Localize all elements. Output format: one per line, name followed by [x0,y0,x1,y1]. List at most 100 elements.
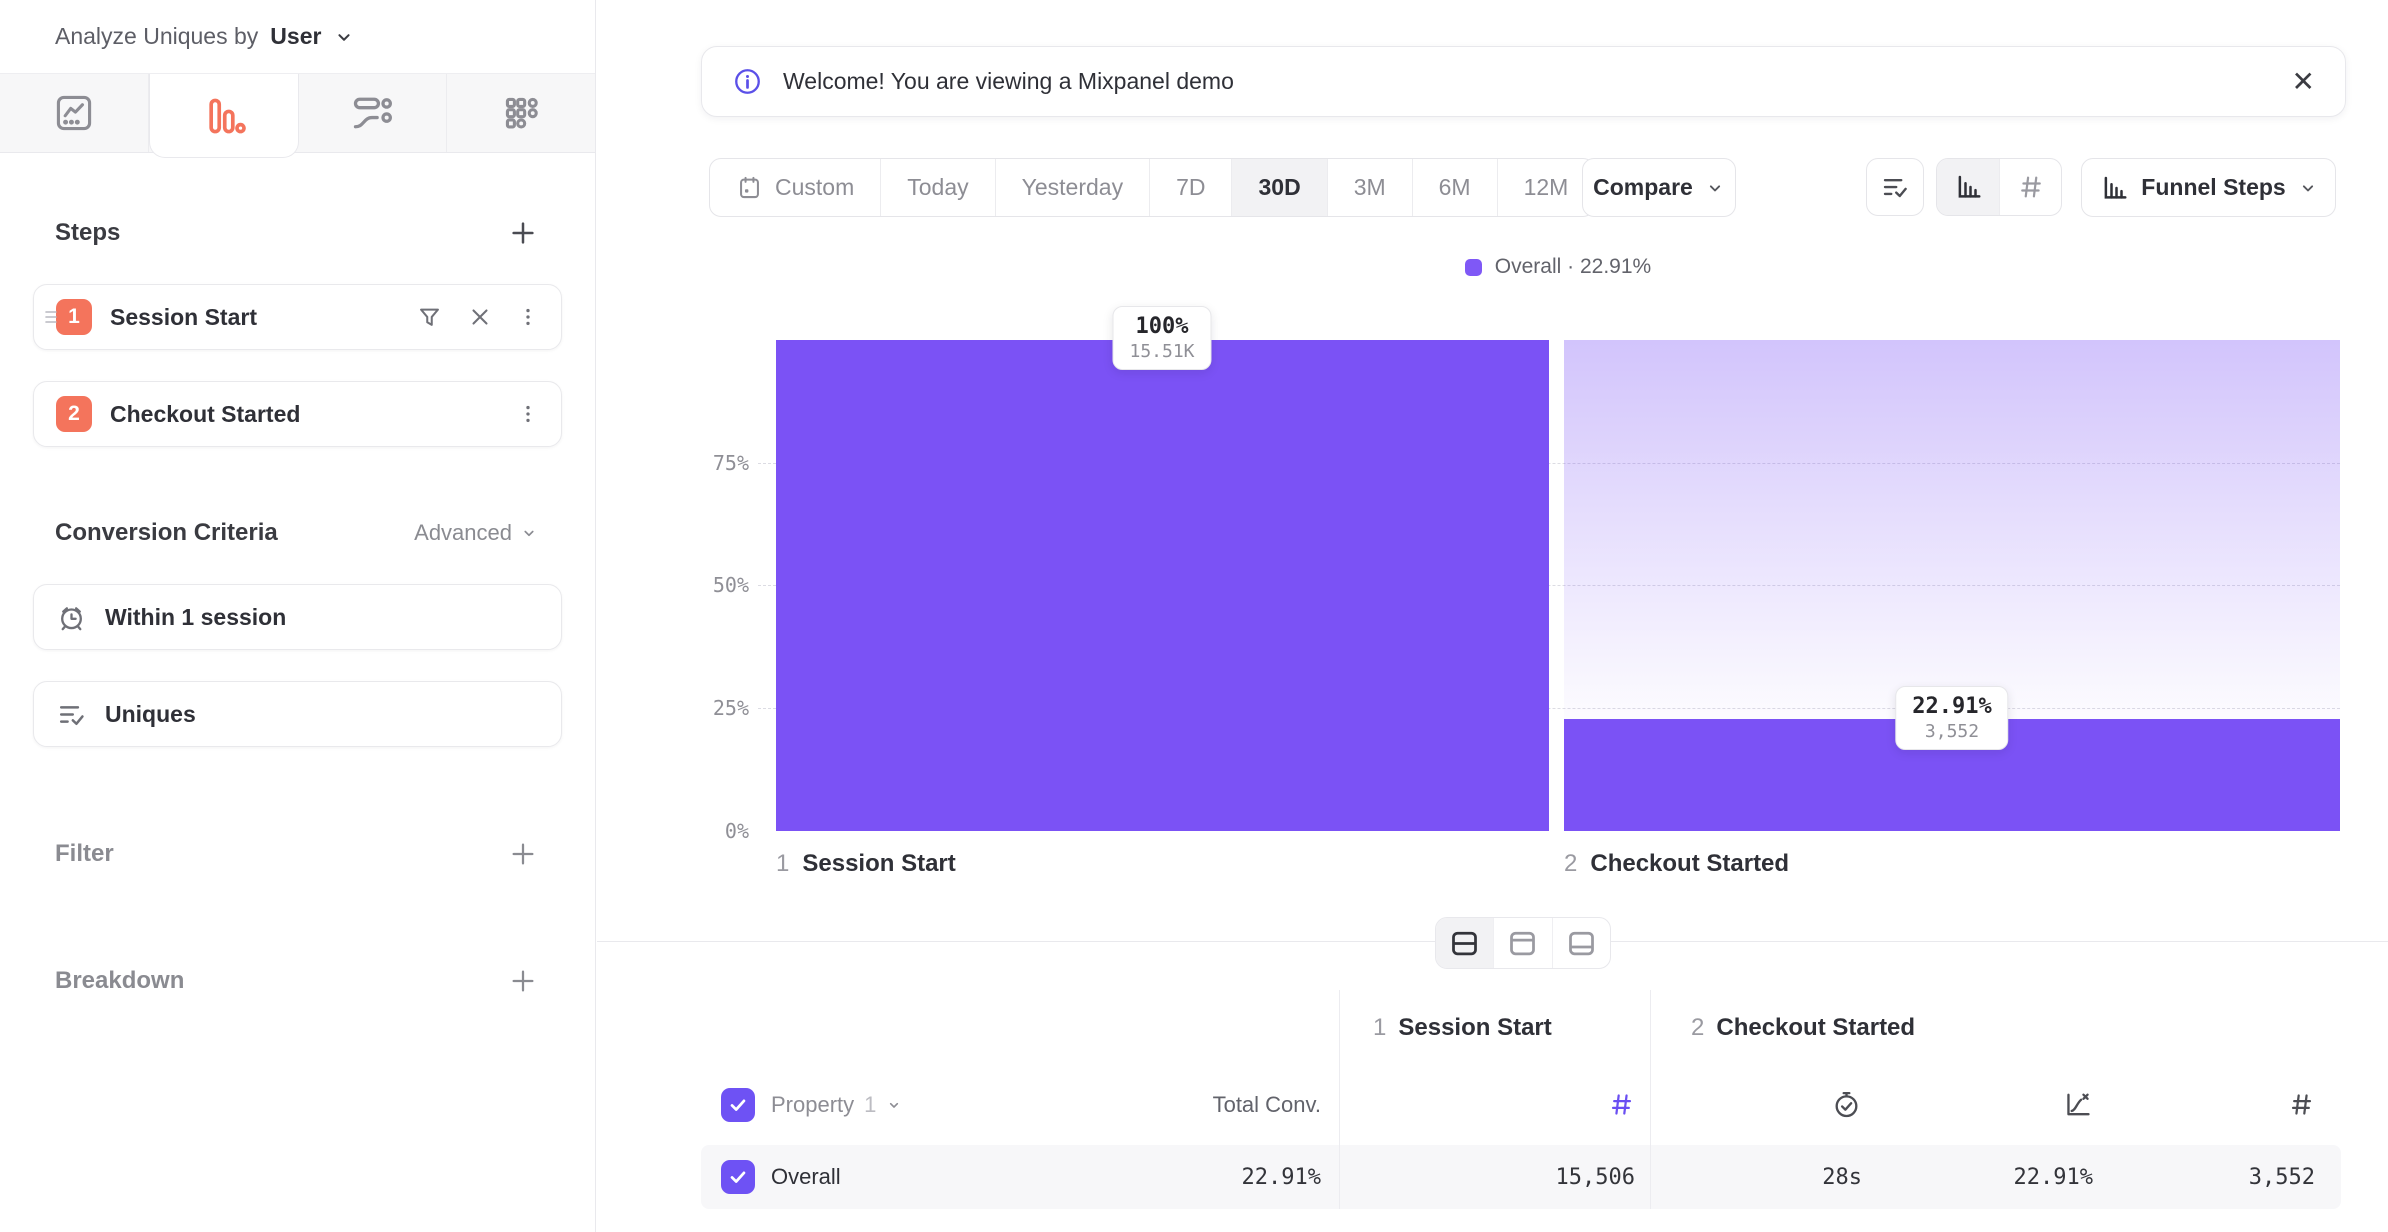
y-tick: 0% [724,819,749,843]
group-num: 1 [1373,1014,1387,1041]
date-range-label: 3M [1353,174,1386,200]
analyze-header: Analyze Uniques by User [0,0,595,73]
date-range-6m[interactable]: 6M [1411,159,1497,216]
date-range-label: Today [907,174,969,200]
conversion-criteria-header: Conversion Criteria Advanced [33,509,562,557]
counting-method-card[interactable]: Uniques [33,681,562,747]
tab-retention[interactable] [447,74,595,152]
show-bars-toggle[interactable] [1937,159,1999,215]
date-range-today[interactable]: Today [880,159,994,216]
column-divider [1339,990,1340,1209]
date-range-picker: Custom Today Yesterday 7D 30D 3M 6M 12M [709,158,1596,217]
filter-funnel-icon[interactable] [416,304,443,331]
chart-legend[interactable]: Overall · 22.91% [776,253,2340,281]
row-step1-count: 15,506 [1555,1164,1635,1190]
layout-bottom-icon [1565,927,1598,960]
total-conv-header[interactable]: Total Conv. [1212,1091,1321,1117]
tab-funnels[interactable] [148,74,299,158]
table-group-header: 1 Session Start 2 Checkout Started [701,990,2341,1048]
show-numbers-toggle[interactable] [1999,159,2061,215]
chart-view-dropdown[interactable]: Funnel Steps [2081,158,2336,217]
add-breakdown-button[interactable] [508,966,538,996]
step-row-2[interactable]: 2 Checkout Started [33,381,562,447]
date-range-label: 6M [1438,174,1471,200]
tooltip-count: 3,552 [1924,721,1980,742]
date-range-7d[interactable]: 7D [1149,159,1231,216]
layout-chart-only-toggle[interactable] [1493,918,1551,968]
analyze-value-dropdown[interactable]: User [270,23,322,49]
count-metric-icon[interactable] [1608,1091,1635,1118]
step-number-badge: 2 [56,396,92,432]
tab-insights[interactable] [0,74,149,152]
row-step2-count: 3,552 [2248,1164,2315,1190]
funnel-bar-session-start[interactable] [776,340,1549,831]
legend-label: Overall · 22.91% [1494,255,1652,278]
add-filter-button[interactable] [508,839,538,869]
compare-label: Compare [1593,174,1693,200]
drag-handle-icon[interactable] [43,307,61,327]
conv-rate-icon[interactable] [2062,1089,2093,1120]
y-axis: 75% 50% 25% 0% [597,340,749,843]
remove-step-icon[interactable] [467,304,493,330]
layout-split-icon [1448,927,1481,960]
table-subheader: Property 1 Total Conv. [701,1048,2341,1145]
sidebar: Analyze Uniques by User [0,0,596,1232]
date-range-label: Custom [775,174,855,200]
gridline-50 [758,585,2340,586]
tab-flows[interactable] [299,74,448,152]
compare-button[interactable]: Compare [1582,158,1736,217]
step-kebab-icon[interactable] [517,403,539,425]
legend-swatch [1464,258,1482,276]
date-range-12m[interactable]: 12M [1496,159,1595,216]
date-range-label: 7D [1176,174,1206,200]
main-content: Welcome! You are viewing a Mixpanel demo… [597,0,2388,1232]
avg-time-icon[interactable] [1831,1089,1862,1120]
layout-split-toggle[interactable] [1436,918,1494,968]
property-label: Property [771,1091,855,1117]
alarm-clock-icon [56,602,87,633]
y-tick: 75% [712,451,749,475]
count-metric-icon[interactable] [2288,1091,2315,1118]
x-label-session-start: 1 Session Start [776,850,956,878]
y-tick: 50% [712,573,749,597]
property-dropdown[interactable]: Property 1 [771,1092,902,1118]
funnel-dropoff-area [1564,340,2340,719]
insights-icon [52,91,96,135]
row-avg-time: 28s [1822,1164,1862,1190]
counting-method-value[interactable]: Uniques [105,700,196,727]
bar-chart-icon [2099,173,2129,203]
group-label: Checkout Started [1716,1014,1916,1041]
panel-layout-toggle [1435,917,1611,969]
breakdown-section-header: Breakdown [33,957,562,1005]
date-range-3m[interactable]: 3M [1326,159,1412,216]
group-label: Session Start [1398,1014,1552,1041]
step-event-name[interactable]: Session Start [110,303,257,330]
date-range-yesterday[interactable]: Yesterday [994,159,1149,216]
step-row-1[interactable]: 1 Session Start [33,284,562,350]
bar-value-tooltip: 22.91% 3,552 [1895,686,2009,750]
date-range-label: Yesterday [1021,174,1124,200]
gridline-75 [758,463,2340,464]
chevron-down-icon[interactable] [333,26,355,48]
layout-table-only-toggle[interactable] [1551,918,1610,968]
table-row[interactable]: Overall 22.91% 15,506 28s 22.91% 3,552 [701,1145,2341,1209]
select-all-checkbox[interactable] [721,1087,755,1122]
step-event-name[interactable]: Checkout Started [110,400,301,427]
row-checkbox[interactable] [721,1160,755,1194]
conversion-window-card[interactable]: Within 1 session [33,584,562,650]
value-display-toggle [1936,158,2062,216]
date-range-custom[interactable]: Custom [710,159,880,216]
banner-close-icon[interactable]: ✕ [2291,65,2315,97]
x-label-text: Checkout Started [1590,850,1790,877]
step-kebab-icon[interactable] [517,306,539,328]
property-number: 1 [864,1091,877,1117]
x-label-checkout-started: 2 Checkout Started [1564,850,1789,878]
add-step-button[interactable] [508,218,538,248]
flows-icon [350,91,394,135]
bar-chart-icon [1953,172,1983,202]
date-range-30d[interactable]: 30D [1231,159,1327,216]
metrics-list-button[interactable] [1866,158,1924,216]
advanced-dropdown[interactable]: Advanced [414,520,538,546]
x-label-text: Session Start [802,850,956,877]
conversion-window-value[interactable]: Within 1 session [105,603,287,630]
